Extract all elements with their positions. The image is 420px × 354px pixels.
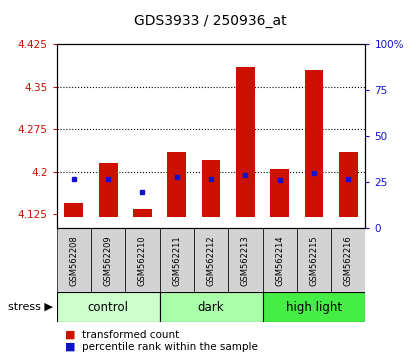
Text: GSM562216: GSM562216	[344, 235, 353, 286]
Text: transformed count: transformed count	[82, 330, 179, 339]
Text: ■: ■	[65, 342, 76, 352]
Bar	[167, 152, 186, 217]
Text: GDS3933 / 250936_at: GDS3933 / 250936_at	[134, 14, 286, 28]
Bar	[91, 228, 125, 292]
Text: GSM562214: GSM562214	[275, 235, 284, 286]
Bar	[160, 292, 262, 322]
Text: GSM562215: GSM562215	[310, 235, 318, 286]
Bar	[125, 228, 160, 292]
Text: high light: high light	[286, 301, 342, 314]
Text: GSM562210: GSM562210	[138, 235, 147, 286]
Text: GSM562211: GSM562211	[172, 235, 181, 286]
Bar	[99, 163, 118, 217]
Bar	[160, 228, 194, 292]
Bar	[194, 228, 228, 292]
Bar	[304, 70, 323, 217]
Bar	[270, 169, 289, 217]
Bar	[64, 203, 83, 217]
Text: GSM562213: GSM562213	[241, 235, 250, 286]
Text: GSM562209: GSM562209	[104, 235, 113, 286]
Text: dark: dark	[198, 301, 224, 314]
Bar	[297, 228, 331, 292]
Bar	[236, 67, 255, 217]
Bar	[57, 292, 160, 322]
Text: stress ▶: stress ▶	[8, 302, 52, 312]
Bar	[262, 228, 297, 292]
Bar	[331, 228, 365, 292]
Bar	[228, 228, 262, 292]
Bar	[133, 209, 152, 217]
Text: control: control	[88, 301, 129, 314]
Text: ■: ■	[65, 330, 76, 339]
Bar	[57, 228, 91, 292]
Bar	[339, 152, 358, 217]
Bar	[262, 292, 365, 322]
Text: GSM562212: GSM562212	[207, 235, 215, 286]
Text: percentile rank within the sample: percentile rank within the sample	[82, 342, 258, 352]
Bar	[202, 160, 220, 217]
Text: GSM562208: GSM562208	[69, 235, 79, 286]
